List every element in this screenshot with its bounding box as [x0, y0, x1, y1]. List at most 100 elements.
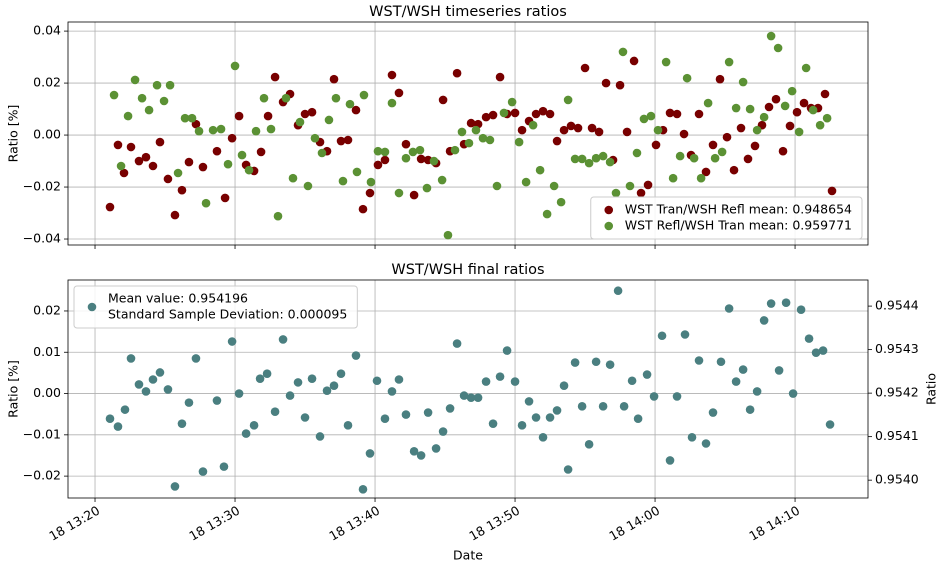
point: [237, 150, 247, 160]
point: [173, 168, 183, 178]
point: [794, 127, 804, 137]
point: [672, 392, 682, 401]
point: [715, 74, 725, 84]
point: [220, 193, 230, 203]
point: [478, 133, 488, 143]
point: [351, 351, 361, 360]
point: [799, 98, 809, 108]
point: [792, 107, 802, 117]
point: [241, 429, 251, 438]
point: [495, 72, 505, 82]
x-axis-label: Date: [453, 548, 483, 563]
point: [126, 142, 136, 152]
point: [563, 465, 573, 474]
point: [801, 63, 811, 73]
point: [329, 381, 339, 390]
point: [359, 90, 369, 100]
y2-tick-label: 0.9540: [875, 472, 919, 487]
point: [649, 392, 659, 401]
point: [495, 372, 505, 381]
point: [716, 357, 726, 367]
x-tick-label: 18 14:00: [606, 503, 662, 544]
point: [429, 156, 439, 166]
y-tick-label: 0.01: [33, 344, 61, 359]
point: [408, 147, 418, 157]
point: [331, 93, 341, 103]
y-axis-label: Ratio [%]: [6, 105, 21, 163]
point: [372, 376, 382, 386]
point: [263, 111, 273, 121]
point: [227, 133, 237, 143]
point: [615, 80, 625, 90]
y-tick-label: 0.02: [33, 75, 61, 90]
point: [415, 145, 425, 155]
point: [724, 57, 734, 67]
point: [105, 414, 115, 424]
point: [409, 190, 419, 200]
point: [694, 109, 704, 119]
point: [752, 387, 762, 396]
point: [701, 439, 711, 448]
point: [639, 114, 649, 124]
point: [315, 432, 325, 441]
point: [148, 375, 158, 384]
point: [343, 135, 353, 145]
point: [445, 404, 455, 413]
point: [148, 161, 158, 171]
point: [788, 389, 798, 398]
point: [300, 413, 310, 422]
point: [281, 93, 291, 103]
point: [464, 138, 474, 148]
point: [517, 421, 527, 430]
point: [324, 115, 334, 125]
point: [804, 334, 814, 343]
point: [249, 421, 259, 430]
point: [278, 335, 288, 344]
point: [256, 147, 266, 157]
point: [365, 188, 375, 198]
point: [785, 121, 795, 131]
legend-label: Mean value: 0.954196: [108, 291, 248, 306]
point: [438, 95, 448, 105]
point: [668, 173, 678, 183]
point: [358, 485, 368, 494]
point: [387, 387, 397, 396]
point: [416, 154, 426, 164]
point: [488, 110, 498, 120]
point: [159, 96, 169, 106]
point: [731, 103, 741, 113]
point: [452, 339, 462, 348]
point: [300, 109, 310, 119]
y2-tick-label: 0.9541: [875, 428, 919, 443]
point: [545, 413, 555, 422]
point: [563, 95, 573, 105]
point: [694, 356, 704, 365]
point: [152, 80, 162, 90]
point: [285, 391, 295, 400]
point: [259, 93, 269, 103]
point: [780, 101, 790, 111]
point: [682, 73, 692, 83]
point: [573, 123, 583, 133]
point: [119, 168, 129, 178]
point: [273, 211, 283, 221]
point: [722, 132, 732, 142]
point: [459, 391, 469, 400]
point: [394, 88, 404, 98]
point: [528, 120, 538, 130]
point: [653, 125, 663, 135]
point: [255, 374, 265, 383]
point: [750, 141, 760, 151]
point: [438, 427, 448, 436]
point: [559, 381, 569, 390]
point: [492, 181, 502, 191]
point: [251, 126, 261, 136]
point: [144, 105, 154, 115]
y2-tick-label: 0.9544: [875, 298, 919, 313]
point: [556, 197, 566, 207]
point: [601, 78, 611, 88]
point: [632, 148, 642, 158]
point: [594, 127, 604, 137]
point: [216, 124, 226, 134]
